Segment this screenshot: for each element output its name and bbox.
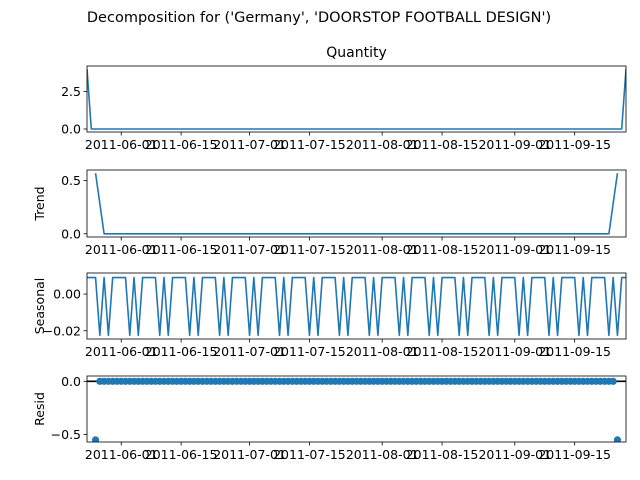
x-tick-label: 2011-08-15 — [406, 242, 479, 257]
plot-area — [87, 377, 626, 442]
x-tick-label: 2011-09-15 — [538, 137, 611, 152]
y-tick-label: 0.0 — [61, 374, 81, 389]
panel-seasonal: Seasonal 0.00−0.022011-06-012011-06-15201… — [32, 272, 627, 359]
x-tick-label: 2011-08-01 — [346, 447, 419, 462]
plot-area — [87, 276, 626, 337]
axes-frame — [86, 272, 627, 340]
x-tick-label: 2011-06-15 — [145, 344, 218, 359]
x-tick-label: 2011-06-15 — [145, 447, 218, 462]
figure-suptitle: Decomposition for ('Germany', 'DOORSTOP … — [87, 10, 551, 26]
x-tick-label: 2011-08-01 — [346, 242, 419, 257]
series-line — [94, 173, 619, 235]
x-tick-label: 2011-06-01 — [85, 137, 158, 152]
x-tick-label: 2011-08-15 — [406, 344, 479, 359]
panel-trend: Trend 0.0 0.5 2011-06-012011-06-152011-07-0… — [32, 169, 627, 257]
x-tick-label: 2011-09-01 — [478, 242, 551, 257]
y-tick-label: 2.5 — [61, 84, 81, 99]
x-tick-label: 2011-07-01 — [213, 447, 286, 462]
x-tick-label: 2011-06-01 — [85, 242, 158, 257]
x-tick-label: 2011-06-15 — [145, 242, 218, 257]
x-tick-label: 2011-08-01 — [346, 344, 419, 359]
axes-frame — [86, 169, 627, 238]
series-line — [87, 68, 626, 130]
x-tick-label: 2011-08-01 — [346, 137, 419, 152]
y-tick-label: 0.0 — [61, 122, 81, 137]
resid-point — [613, 436, 622, 442]
axes-frame — [86, 65, 627, 133]
y-tick-label: −0.5 — [51, 427, 81, 442]
plot-area — [94, 173, 619, 235]
y-axis-label: Resid — [32, 392, 47, 426]
x-tick-label: 2011-07-15 — [273, 344, 346, 359]
x-tick-label: 2011-07-01 — [213, 242, 286, 257]
x-tick-label: 2011-07-15 — [273, 447, 346, 462]
resid-point — [91, 436, 100, 442]
x-tick-label: 2011-09-15 — [538, 447, 611, 462]
x-tick-label: 2011-07-01 — [213, 137, 286, 152]
x-tick-label: 2011-06-01 — [85, 344, 158, 359]
x-tick-label: 2011-07-15 — [273, 137, 346, 152]
y-axis-label: Seasonal — [32, 278, 47, 335]
resid-point — [609, 377, 617, 385]
y-tick-label: 0.5 — [61, 173, 81, 188]
series-line — [87, 276, 626, 337]
x-tick-label: 2011-09-01 — [478, 447, 551, 462]
x-tick-label: 2011-09-15 — [538, 242, 611, 257]
x-tick-label: 2011-08-15 — [406, 447, 479, 462]
y-tick-label: 0.00 — [53, 287, 81, 302]
x-tick-label: 2011-07-01 — [213, 344, 286, 359]
x-tick-label: 2011-09-15 — [538, 344, 611, 359]
x-tick-label: 2011-09-01 — [478, 137, 551, 152]
y-tick-label: −0.02 — [43, 323, 81, 338]
x-tick-label: 2011-07-15 — [273, 242, 346, 257]
panel-resid: Resid0.0−0.52011-06-012011-06-152011-07-… — [32, 374, 627, 462]
axes-frame — [86, 375, 627, 443]
plot-area — [87, 68, 626, 130]
panel-quantity: Quantity0.02.52011-06-012011-06-152011-0… — [61, 45, 627, 152]
x-tick-label: 2011-09-01 — [478, 344, 551, 359]
panel-title: Quantity — [326, 45, 387, 61]
x-tick-label: 2011-08-15 — [406, 137, 479, 152]
y-axis-label: Trend — [32, 186, 47, 221]
x-tick-label: 2011-06-01 — [85, 447, 158, 462]
x-tick-label: 2011-06-15 — [145, 137, 218, 152]
y-tick-label: 0.0 — [61, 226, 81, 241]
